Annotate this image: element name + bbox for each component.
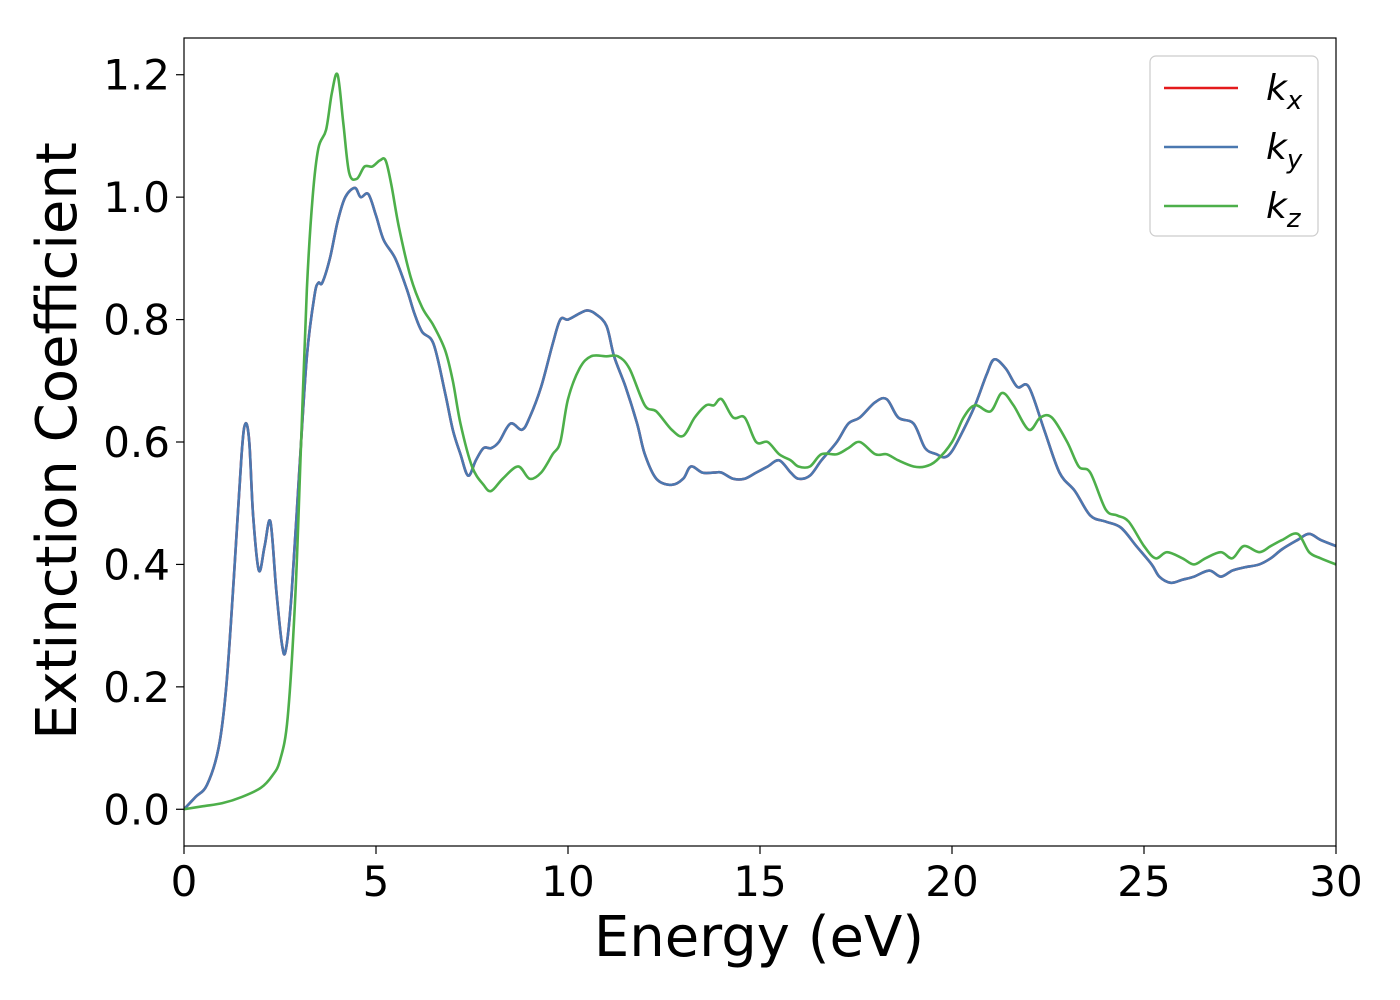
x-tick-label: 15 <box>733 857 786 906</box>
x-axis-title: Energy (eV) <box>594 905 924 970</box>
y-tick-label: 0.4 <box>103 540 170 589</box>
y-tick-label: 0.8 <box>103 296 170 345</box>
x-tick-label: 5 <box>363 857 390 906</box>
y-tick-label: 0.0 <box>103 785 170 834</box>
y-tick-label: 0.2 <box>103 663 170 712</box>
y-tick-label: 1.2 <box>103 51 170 100</box>
x-tick-label: 30 <box>1309 857 1362 906</box>
series-line-ky <box>184 186 1336 811</box>
y-tick-label: 0.6 <box>103 418 170 467</box>
series-layer <box>184 72 1336 811</box>
series-line-kz <box>184 72 1336 811</box>
x-axis: 0 5 10 15 20 25 30 <box>171 846 1363 906</box>
x-tick-label: 20 <box>925 857 978 906</box>
y-tick-label: 1.0 <box>103 173 170 222</box>
x-tick-label: 0 <box>171 857 198 906</box>
x-tick-label: 10 <box>541 857 594 906</box>
x-tick-label: 25 <box>1117 857 1170 906</box>
y-axis: 0.0 0.2 0.4 0.6 0.8 1.0 1.2 <box>103 51 184 834</box>
y-axis-title: Extinction Coefficient <box>25 142 90 740</box>
